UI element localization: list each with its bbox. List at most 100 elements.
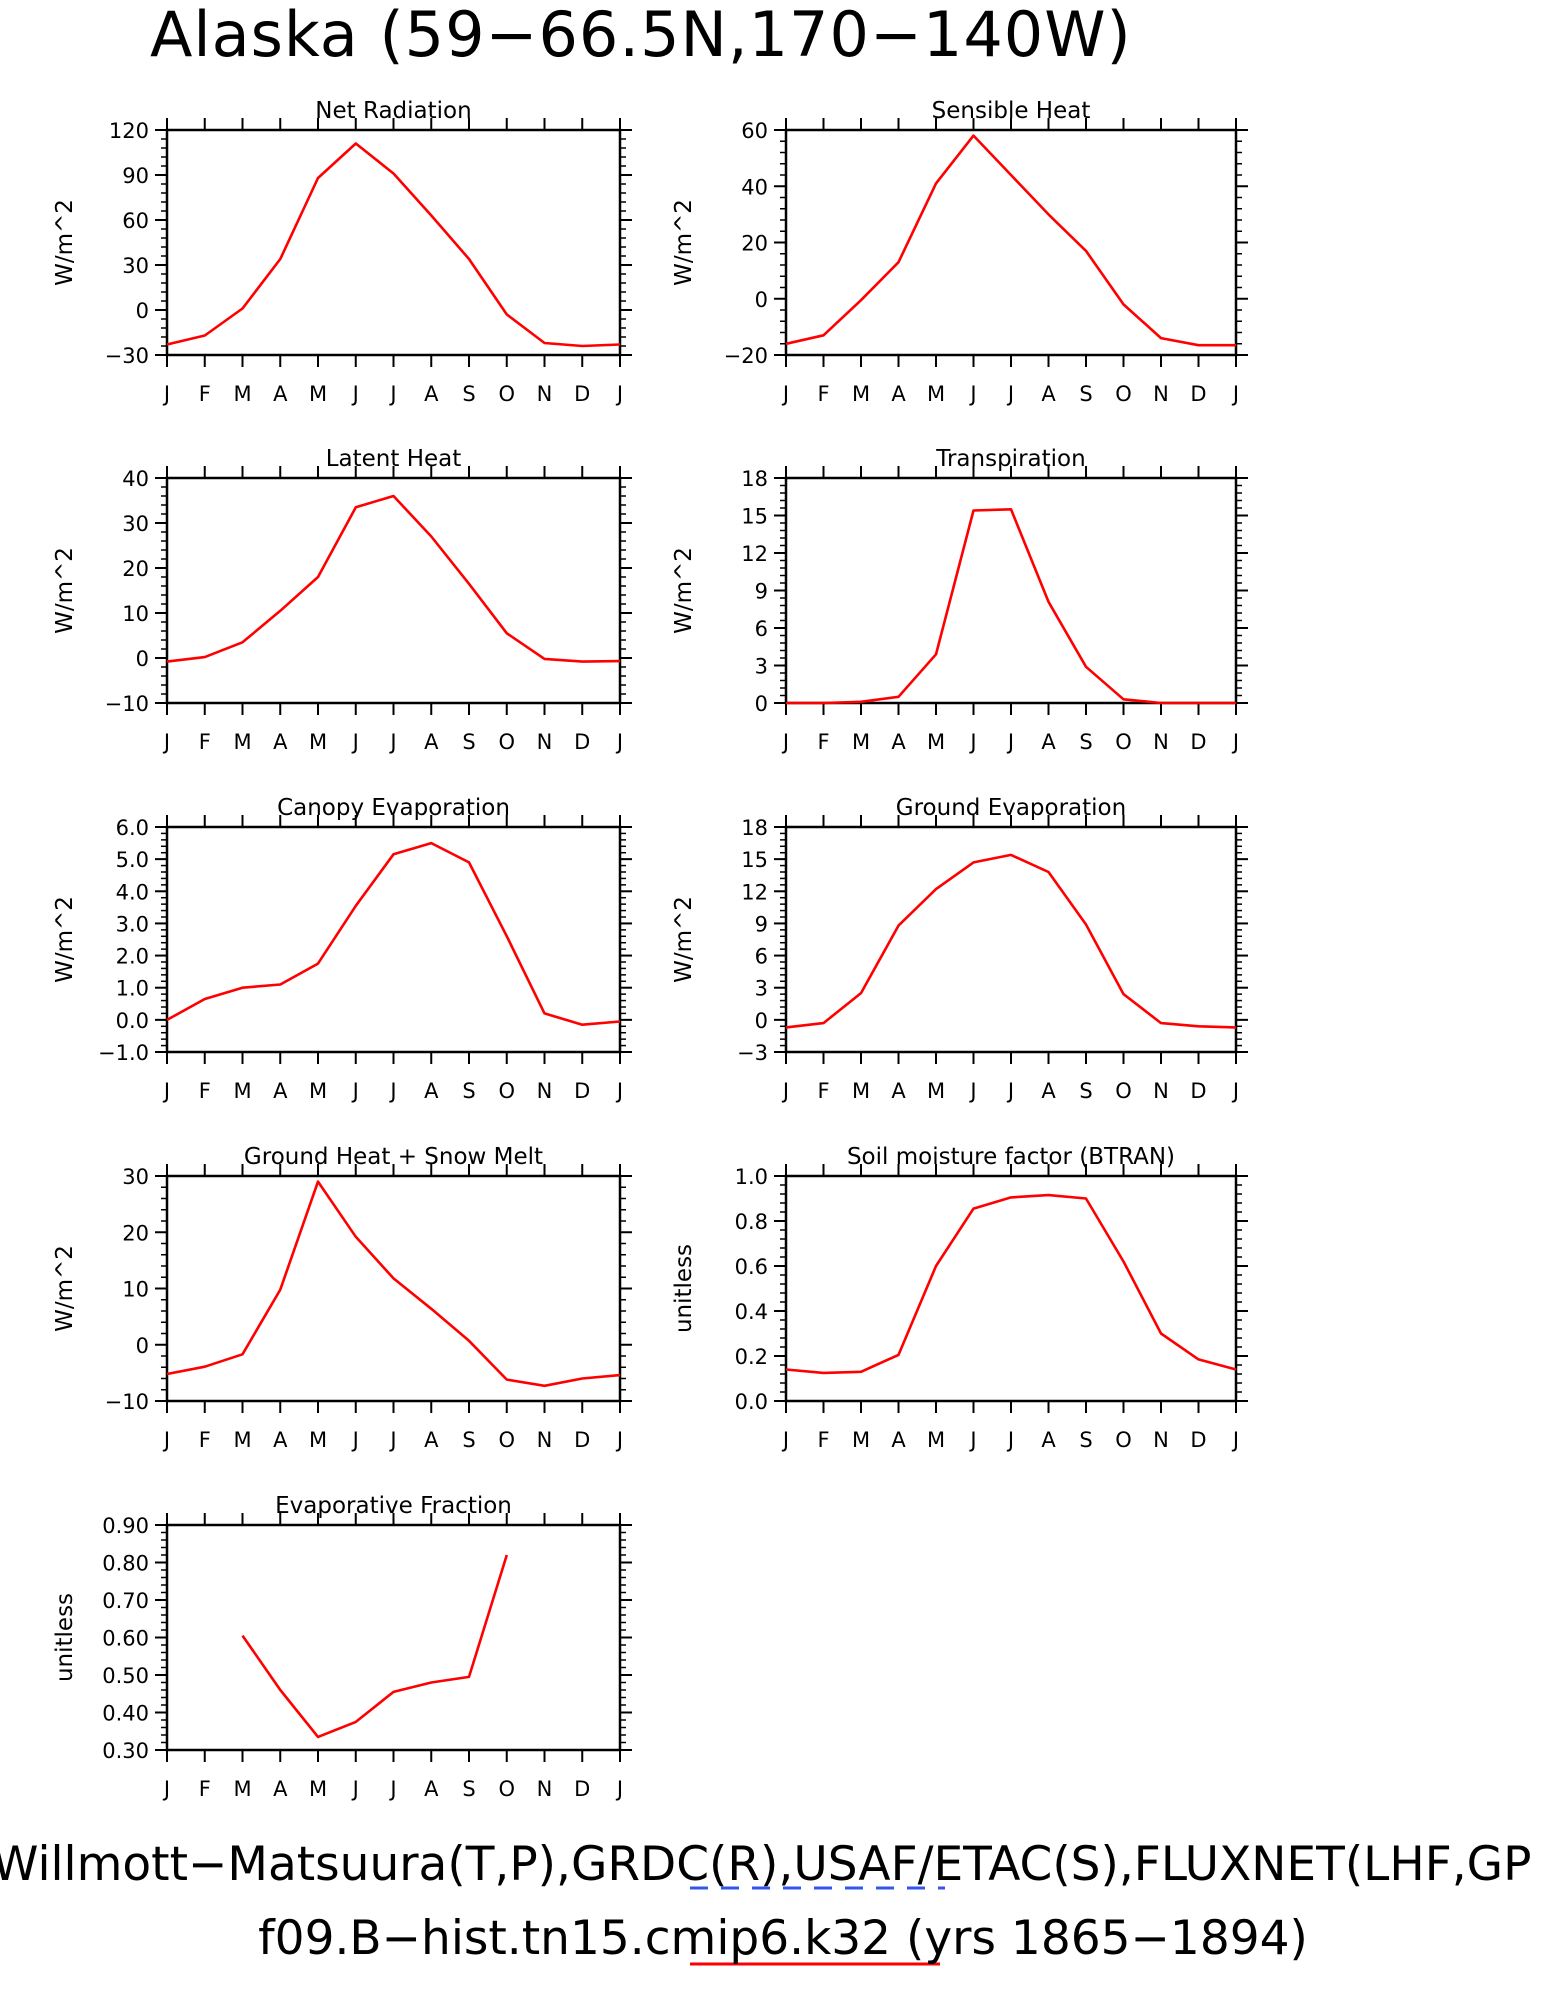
x-tick-label: J xyxy=(388,382,396,406)
chart-title: Soil moisture factor (BTRAN) xyxy=(847,1144,1175,1170)
x-tick-label: N xyxy=(1153,1428,1169,1452)
x-tick-label: J xyxy=(1231,1079,1239,1103)
y-tick-label: 0.80 xyxy=(102,1552,149,1576)
x-tick-label: D xyxy=(574,730,590,754)
x-tick-label: J xyxy=(968,1428,976,1452)
plot-frame xyxy=(165,1174,622,1403)
x-tick-label: A xyxy=(891,1428,906,1452)
x-tick-label: N xyxy=(537,730,553,754)
x-tick-label: M xyxy=(852,730,870,754)
x-tick-label: J xyxy=(351,730,359,754)
y-tick-label: 0.70 xyxy=(102,1589,149,1613)
y-tick-label: 0 xyxy=(136,647,149,671)
x-tick-label: A xyxy=(1041,1079,1056,1103)
y-tick-label: 0 xyxy=(755,1009,768,1033)
series-line xyxy=(785,853,1237,1029)
x-tick-label: J xyxy=(615,1428,623,1452)
x-tick-label: J xyxy=(781,1079,789,1103)
x-tick-label: D xyxy=(1190,1428,1206,1452)
x-tick-label: M xyxy=(927,1079,945,1103)
series-line xyxy=(166,142,621,348)
y-tick-label: 0.2 xyxy=(735,1345,768,1369)
x-tick-label: J xyxy=(781,730,789,754)
chart-title: Transpiration xyxy=(935,446,1085,472)
x-tick-label: J xyxy=(615,1777,623,1801)
x-tick-label: A xyxy=(273,730,288,754)
x-tick-label: J xyxy=(162,1079,170,1103)
y-tick-label: 10 xyxy=(122,1278,149,1302)
y-axis-label: W/m^2 xyxy=(52,547,78,634)
x-tick-label: J xyxy=(1006,730,1014,754)
y-tick-label: 40 xyxy=(741,175,768,199)
x-tick-label: O xyxy=(1115,730,1132,754)
x-tick-label: A xyxy=(273,1777,288,1801)
x-tick-label: M xyxy=(927,1428,945,1452)
y-tick-label: 0.90 xyxy=(102,1514,149,1538)
y-tick-label: 60 xyxy=(741,119,768,143)
series-line xyxy=(241,1554,509,1739)
x-tick-label: N xyxy=(537,1777,553,1801)
x-tick-label: D xyxy=(574,1428,590,1452)
y-tick-label: 60 xyxy=(122,209,149,233)
x-tick-label: J xyxy=(968,382,976,406)
x-tick-label: M xyxy=(309,1079,327,1103)
x-tick-label: M xyxy=(309,1777,327,1801)
y-tick-label: 9 xyxy=(755,580,768,604)
x-tick-label: D xyxy=(1190,382,1206,406)
x-tick-label: F xyxy=(817,1079,829,1103)
x-tick-label: J xyxy=(351,382,359,406)
y-tick-label: 4.0 xyxy=(116,880,149,904)
plot-frame xyxy=(784,825,1238,1054)
x-tick-label: S xyxy=(462,730,475,754)
x-tick-label: A xyxy=(424,1777,439,1801)
y-tick-label: 30 xyxy=(122,254,149,278)
x-tick-label: J xyxy=(162,1428,170,1452)
y-axis-label: W/m^2 xyxy=(671,199,697,286)
x-tick-label: A xyxy=(891,1079,906,1103)
x-tick-label: A xyxy=(273,1079,288,1103)
y-tick-label: −20 xyxy=(724,344,768,368)
y-tick-label: 0 xyxy=(136,1334,149,1358)
x-tick-label: A xyxy=(424,382,439,406)
y-tick-label: 30 xyxy=(122,512,149,536)
x-tick-label: D xyxy=(574,1079,590,1103)
x-tick-label: S xyxy=(462,382,475,406)
plot-frame xyxy=(165,476,622,705)
x-tick-label: J xyxy=(388,1777,396,1801)
y-tick-label: 0 xyxy=(755,288,768,312)
page-title: Alaska (59−66.5N,170−140W) xyxy=(150,0,1132,71)
y-axis-label: W/m^2 xyxy=(671,896,697,983)
x-tick-label: J xyxy=(351,1777,359,1801)
x-tick-label: O xyxy=(1115,1079,1132,1103)
chart-title: Evaporative Fraction xyxy=(275,1493,512,1519)
y-tick-label: 12 xyxy=(741,542,768,566)
y-tick-label: 0 xyxy=(755,692,768,716)
y-tick-label: 18 xyxy=(741,467,768,491)
plot-frame xyxy=(165,825,622,1054)
x-tick-label: M xyxy=(233,1079,251,1103)
x-tick-label: D xyxy=(1190,730,1206,754)
y-tick-label: 6 xyxy=(755,617,768,641)
x-tick-label: O xyxy=(1115,382,1132,406)
y-axis-label: W/m^2 xyxy=(52,199,78,286)
y-tick-label: −30 xyxy=(105,344,149,368)
y-tick-label: 0.0 xyxy=(116,1009,149,1033)
x-tick-label: O xyxy=(498,1079,515,1103)
y-tick-label: 5.0 xyxy=(116,848,149,872)
y-tick-label: 0.4 xyxy=(735,1300,768,1324)
x-tick-label: F xyxy=(199,1079,211,1103)
y-tick-label: 6 xyxy=(755,945,768,969)
x-tick-label: S xyxy=(1079,730,1092,754)
chart-title: Canopy Evaporation xyxy=(277,795,510,821)
chart-title: Ground Heat + Snow Melt xyxy=(244,1144,543,1170)
y-tick-label: 12 xyxy=(741,880,768,904)
x-tick-label: M xyxy=(309,730,327,754)
x-tick-label: F xyxy=(199,730,211,754)
y-tick-label: 120 xyxy=(109,119,149,143)
y-tick-label: −10 xyxy=(105,692,149,716)
series-line xyxy=(786,507,1236,705)
y-axis-label: W/m^2 xyxy=(671,547,697,634)
